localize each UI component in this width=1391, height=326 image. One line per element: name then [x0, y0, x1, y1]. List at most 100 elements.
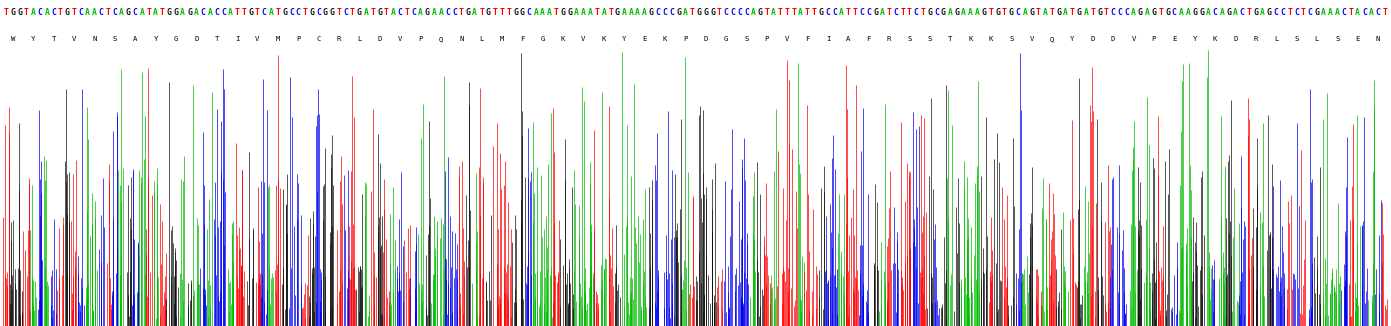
Text: C: C	[296, 8, 300, 17]
Text: A: A	[193, 8, 199, 17]
Text: G: G	[928, 8, 932, 17]
Text: P: P	[296, 36, 300, 42]
Text: T: T	[554, 8, 559, 17]
Text: A: A	[1145, 8, 1149, 17]
Text: G: G	[1138, 8, 1143, 17]
Text: C: C	[1294, 8, 1299, 17]
Text: G: G	[1152, 8, 1156, 17]
Text: K: K	[602, 36, 606, 42]
Text: V: V	[72, 36, 77, 42]
Text: T: T	[1036, 8, 1040, 17]
Text: W: W	[11, 36, 15, 42]
Text: G: G	[709, 8, 715, 17]
Text: A: A	[547, 8, 552, 17]
Text: C: C	[344, 8, 348, 17]
Text: I: I	[235, 36, 239, 42]
Text: E: E	[1355, 36, 1360, 42]
Text: C: C	[289, 8, 294, 17]
Text: C: C	[113, 8, 117, 17]
Text: A: A	[153, 8, 159, 17]
Text: S: S	[907, 36, 911, 42]
Text: G: G	[65, 8, 70, 17]
Text: A: A	[588, 8, 593, 17]
Text: A: A	[601, 8, 606, 17]
Text: G: G	[954, 8, 960, 17]
Text: C: C	[1281, 8, 1285, 17]
Text: A: A	[438, 8, 444, 17]
Text: C: C	[51, 8, 56, 17]
Text: T: T	[160, 8, 164, 17]
Text: T: T	[384, 8, 389, 17]
Text: T: T	[459, 8, 463, 17]
Text: G: G	[1056, 8, 1061, 17]
Text: A: A	[1206, 8, 1210, 17]
Text: D: D	[377, 36, 383, 42]
Text: G: G	[758, 8, 762, 17]
Text: A: A	[268, 8, 274, 17]
Text: T: T	[24, 8, 29, 17]
Text: D: D	[1091, 36, 1095, 42]
Text: T: T	[242, 8, 246, 17]
Text: C: C	[1015, 8, 1021, 17]
Text: A: A	[1335, 8, 1340, 17]
Text: V: V	[398, 36, 402, 42]
Text: T: T	[812, 8, 817, 17]
Text: T: T	[1104, 8, 1109, 17]
Text: C: C	[730, 8, 736, 17]
Text: G: G	[1267, 8, 1271, 17]
Text: C: C	[527, 8, 531, 17]
Text: A: A	[629, 8, 633, 17]
Text: C: C	[445, 8, 451, 17]
Text: C: C	[1171, 8, 1177, 17]
Text: M: M	[499, 36, 504, 42]
Text: A: A	[581, 8, 586, 17]
Text: T: T	[594, 8, 600, 17]
Text: Y: Y	[153, 36, 157, 42]
Text: A: A	[771, 8, 776, 17]
Text: K: K	[1213, 36, 1217, 42]
Text: A: A	[1369, 8, 1374, 17]
Text: C: C	[99, 8, 104, 17]
Text: A: A	[947, 8, 953, 17]
Text: S: S	[744, 36, 748, 42]
Text: T: T	[778, 8, 783, 17]
Text: T: T	[1383, 8, 1387, 17]
Text: C: C	[867, 8, 871, 17]
Text: G: G	[167, 8, 171, 17]
Text: A: A	[534, 8, 538, 17]
Text: F: F	[867, 36, 871, 42]
Text: G: G	[650, 8, 654, 17]
Text: T: T	[765, 8, 769, 17]
Text: Y: Y	[1192, 36, 1196, 42]
Text: T: T	[1287, 8, 1292, 17]
Text: A: A	[1355, 8, 1360, 17]
Text: T: T	[921, 8, 925, 17]
Text: V: V	[785, 36, 789, 42]
Text: R: R	[1253, 36, 1257, 42]
Text: T: T	[255, 8, 260, 17]
Text: C: C	[662, 8, 668, 17]
Text: G: G	[1166, 8, 1170, 17]
Text: T: T	[1091, 8, 1095, 17]
Text: G: G	[1253, 8, 1259, 17]
Text: A: A	[134, 36, 138, 42]
Text: N: N	[1376, 36, 1380, 42]
Text: G: G	[357, 8, 362, 17]
Text: T: T	[106, 8, 110, 17]
Text: A: A	[431, 8, 437, 17]
Text: A: A	[1185, 8, 1191, 17]
Text: A: A	[473, 8, 477, 17]
Text: T: T	[58, 8, 63, 17]
Text: F: F	[805, 36, 810, 42]
Text: C: C	[262, 8, 267, 17]
Text: C: C	[221, 8, 225, 17]
Text: G: G	[1029, 8, 1034, 17]
Text: A: A	[1321, 8, 1326, 17]
Text: Q: Q	[1050, 36, 1054, 42]
Text: G: G	[1192, 8, 1198, 17]
Text: G: G	[1077, 8, 1082, 17]
Text: T: T	[405, 8, 409, 17]
Text: T: T	[506, 8, 510, 17]
Text: G: G	[11, 8, 15, 17]
Text: A: A	[574, 8, 579, 17]
